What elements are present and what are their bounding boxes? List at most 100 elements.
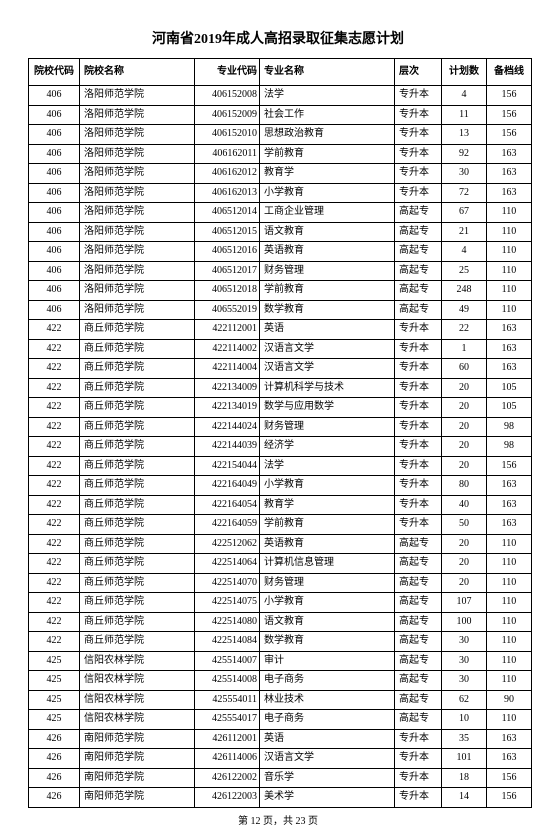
table-cell: 专升本	[395, 164, 442, 184]
table-row: 422商丘师范学院422114004汉语言文学专升本60163	[29, 359, 532, 379]
table-cell: 专升本	[395, 476, 442, 496]
table-cell: 11	[442, 105, 487, 125]
table-row: 425信阳农林学院425514007审计高起专30110	[29, 651, 532, 671]
table-cell: 商丘师范学院	[80, 320, 195, 340]
table-cell: 专升本	[395, 729, 442, 749]
table-cell: 洛阳师范学院	[80, 105, 195, 125]
table-cell: 50	[442, 515, 487, 535]
col-header: 专业代码	[195, 59, 260, 86]
table-cell: 高起专	[395, 281, 442, 301]
table-row: 426南阳师范学院426122002音乐学专升本18156	[29, 768, 532, 788]
table-cell: 商丘师范学院	[80, 476, 195, 496]
table-cell: 422	[29, 495, 80, 515]
table-cell: 英语	[260, 729, 395, 749]
table-cell: 422	[29, 612, 80, 632]
table-cell: 教育学	[260, 164, 395, 184]
table-cell: 语文教育	[260, 612, 395, 632]
table-header: 院校代码院校名称专业代码专业名称层次计划数备档线	[29, 59, 532, 86]
table-cell: 专升本	[395, 495, 442, 515]
table-cell: 422514080	[195, 612, 260, 632]
table-cell: 数学教育	[260, 300, 395, 320]
table-cell: 汉语言文学	[260, 359, 395, 379]
table-cell: 40	[442, 495, 487, 515]
table-row: 425信阳农林学院425554011林业技术高起专6290	[29, 690, 532, 710]
table-cell: 422	[29, 593, 80, 613]
table-cell: 90	[487, 690, 532, 710]
table-cell: 425	[29, 651, 80, 671]
table-cell: 语文教育	[260, 222, 395, 242]
table-row: 422商丘师范学院422164059学前教育专升本50163	[29, 515, 532, 535]
table-cell: 商丘师范学院	[80, 495, 195, 515]
table-row: 422商丘师范学院422512062英语教育高起专20110	[29, 534, 532, 554]
table-cell: 高起专	[395, 632, 442, 652]
table-cell: 洛阳师范学院	[80, 261, 195, 281]
table-cell: 专升本	[395, 456, 442, 476]
table-row: 406洛阳师范学院406152008法学专升本4156	[29, 86, 532, 106]
table-cell: 62	[442, 690, 487, 710]
table-cell: 汉语言文学	[260, 339, 395, 359]
table-row: 422商丘师范学院422154044法学专升本20156	[29, 456, 532, 476]
table-cell: 105	[487, 378, 532, 398]
table-cell: 洛阳师范学院	[80, 86, 195, 106]
table-cell: 406	[29, 125, 80, 145]
table-cell: 101	[442, 749, 487, 769]
table-cell: 406512017	[195, 261, 260, 281]
table-cell: 110	[487, 203, 532, 223]
table-cell: 163	[487, 144, 532, 164]
table-cell: 422112001	[195, 320, 260, 340]
table-cell: 406512014	[195, 203, 260, 223]
table-cell: 高起专	[395, 300, 442, 320]
table-cell: 80	[442, 476, 487, 496]
table-cell: 1	[442, 339, 487, 359]
table-cell: 南阳师范学院	[80, 768, 195, 788]
table-row: 425信阳农林学院425514008电子商务高起专30110	[29, 671, 532, 691]
table-cell: 422	[29, 320, 80, 340]
table-row: 422商丘师范学院422514075小学教育高起专107110	[29, 593, 532, 613]
table-cell: 110	[487, 222, 532, 242]
table-cell: 163	[487, 495, 532, 515]
table-cell: 专升本	[395, 749, 442, 769]
table-cell: 林业技术	[260, 690, 395, 710]
table-cell: 学前教育	[260, 281, 395, 301]
table-cell: 洛阳师范学院	[80, 125, 195, 145]
table-cell: 422	[29, 359, 80, 379]
table-cell: 406152008	[195, 86, 260, 106]
table-row: 422商丘师范学院422514070财务管理高起专20110	[29, 573, 532, 593]
table-cell: 422514075	[195, 593, 260, 613]
table-cell: 110	[487, 300, 532, 320]
table-cell: 248	[442, 281, 487, 301]
table-row: 422商丘师范学院422112001英语专升本22163	[29, 320, 532, 340]
table-cell: 406	[29, 105, 80, 125]
table-cell: 专升本	[395, 788, 442, 808]
table-cell: 10	[442, 710, 487, 730]
table-row: 406洛阳师范学院406152009社会工作专升本11156	[29, 105, 532, 125]
table-cell: 专升本	[395, 183, 442, 203]
table-row: 426南阳师范学院426122003美术学专升本14156	[29, 788, 532, 808]
table-cell: 406	[29, 261, 80, 281]
table-cell: 商丘师范学院	[80, 632, 195, 652]
table-cell: 422164054	[195, 495, 260, 515]
table-cell: 110	[487, 651, 532, 671]
table-cell: 高起专	[395, 573, 442, 593]
table-cell: 数学教育	[260, 632, 395, 652]
table-cell: 洛阳师范学院	[80, 222, 195, 242]
table-row: 422商丘师范学院422144039经济学专升本2098	[29, 437, 532, 457]
table-cell: 163	[487, 515, 532, 535]
table-cell: 425	[29, 671, 80, 691]
table-cell: 计算机信息管理	[260, 554, 395, 574]
table-cell: 422164049	[195, 476, 260, 496]
table-cell: 426	[29, 749, 80, 769]
table-cell: 洛阳师范学院	[80, 300, 195, 320]
table-cell: 406512016	[195, 242, 260, 262]
table-cell: 汉语言文学	[260, 749, 395, 769]
table-cell: 专升本	[395, 339, 442, 359]
table-cell: 422	[29, 554, 80, 574]
table-cell: 商丘师范学院	[80, 359, 195, 379]
table-cell: 422114002	[195, 339, 260, 359]
table-row: 426南阳师范学院426114006汉语言文学专升本101163	[29, 749, 532, 769]
table-cell: 110	[487, 632, 532, 652]
table-row: 406洛阳师范学院406152010思想政治教育专升本13156	[29, 125, 532, 145]
table-cell: 110	[487, 671, 532, 691]
table-cell: 406	[29, 300, 80, 320]
table-cell: 美术学	[260, 788, 395, 808]
